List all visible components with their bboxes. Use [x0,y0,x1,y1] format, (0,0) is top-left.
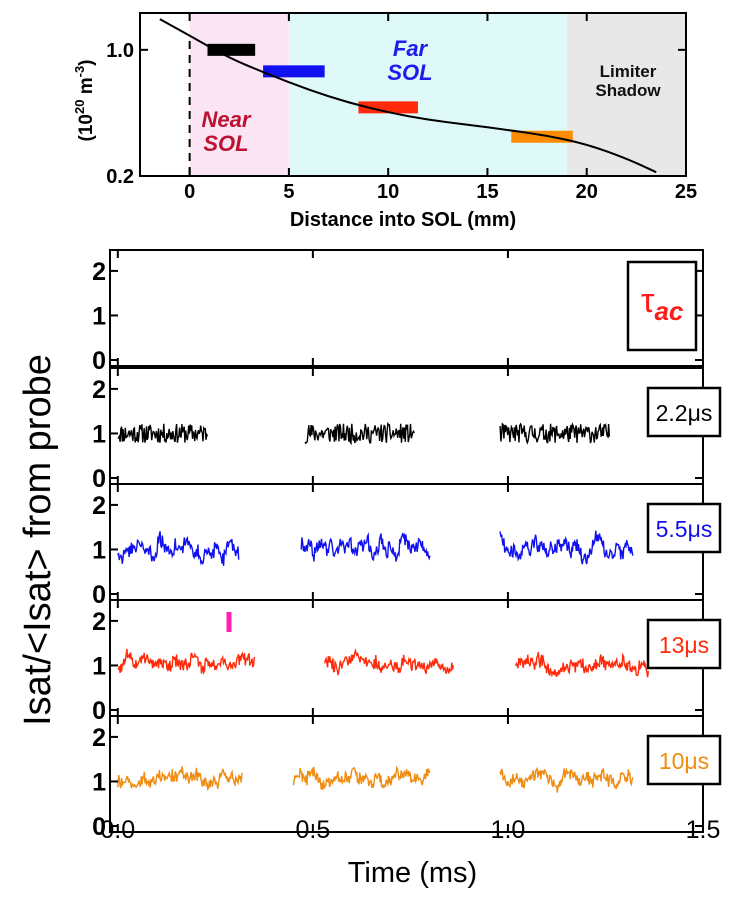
y-tick-label: 0 [92,813,106,841]
y-tick-label: 2 [92,608,106,636]
tau-value-label: 5.5μs [656,516,713,542]
panel-4: 0 1 2 10μs [92,715,722,841]
tau-value-box [646,618,722,670]
x-tick-label: 15 [476,181,498,203]
x-tick-label: 1.5 [686,816,721,844]
x-tick-label: 10 [377,181,399,203]
y-axis-label-part: (10 [76,114,97,141]
region-0 [189,13,289,176]
y-tick-label: 1 [92,420,106,448]
panel-2: 0 1 2 5.5μs [92,483,722,609]
y-tick-label: 0 [92,697,106,725]
panel-frame [109,599,704,717]
region-label: Near [202,107,252,132]
y-tick-label: 1 [92,652,106,680]
tau-value-label: 2.2μs [656,400,713,426]
y-axis-label-part: -3 [72,66,87,78]
region-label: SOL [387,60,432,85]
panel-frame [109,483,704,601]
y-tick-label: 1 [92,302,106,330]
y-tick-label: 0 [92,581,106,609]
series-segment-0 [117,423,209,443]
y-axis-label-part: m [76,77,97,99]
top-frame [139,12,687,177]
panel-0: 0 1 2 τac [92,249,704,375]
x-tick-label: 0.0 [100,816,135,844]
y-tick-label: 0 [92,465,106,493]
probe-bar-3 [511,130,573,143]
region-1 [288,13,567,176]
x-tick-label: 1.0 [491,816,526,844]
region-2 [566,13,686,176]
series-segment-0 [117,531,240,566]
series-segment-1 [300,532,431,562]
probe-bar-1 [263,65,325,78]
series-segment-0 [117,648,255,676]
series-segment-2 [499,421,611,445]
series-segment-2 [499,530,634,565]
x-axis-label: Time (ms) [348,857,477,889]
y-tick-label: 2 [92,258,106,286]
tau-label-box [626,260,698,352]
x-tick-label: 20 [576,181,598,203]
y-axis-label-part: 20 [72,100,87,114]
x-tick-label: 5 [283,181,294,203]
y-tick-label: 2 [92,376,106,404]
y-tick-label: 1 [92,536,106,564]
y-tick-label: 2 [92,724,106,752]
y-tick-label: 1.0 [106,40,134,62]
y-tick-label: 2 [92,492,106,520]
tau-value-label: 10μs [659,748,709,774]
tau-value-label: 13μs [659,632,709,658]
density-curve [159,18,657,174]
series-segment-1 [292,765,431,790]
probe-bar-2 [358,101,418,114]
series-segment-0 [117,766,244,791]
y-axis-label: Isat/<Isat> from probe [17,354,59,726]
x-axis-label: Distance into SOL (mm) [290,209,516,231]
x-tick-label: 0.5 [295,816,330,844]
y-axis-label-part: ) [76,59,97,65]
y-tick-label: 0.2 [106,166,134,188]
y-tick-label: 0 [92,347,106,375]
x-tick-label: 25 [675,181,697,203]
x-tick-label: 0 [184,181,195,203]
y-tick-label: 1 [92,768,106,796]
series-segment-2 [515,651,650,678]
tau-label: τac [641,282,684,326]
series-segment-2 [499,766,634,793]
tau-value-box [646,502,722,554]
region-label: Shadow [595,81,661,100]
tau-subscript: ac [654,296,683,326]
tau-value-box [646,386,722,438]
y-axis-label: (1020 m-3) [72,59,97,141]
panel-3: 0 1 2 13μs [92,599,722,725]
tau-symbol: τ [641,282,655,320]
density-profile-panel: 0 5 10 15 20 25 0.2 1.0 Distance into SOL (mm) (1… [72,12,697,231]
series-segment-1 [323,648,454,676]
region-label: SOL [203,131,248,156]
tau-value-box [646,734,722,786]
region-label: Far [393,36,429,61]
panel-frame [109,249,704,367]
region-label: Limiter [600,62,657,81]
panel-1: 0 1 2 2.2μs [92,367,722,493]
series-segment-1 [304,421,415,446]
